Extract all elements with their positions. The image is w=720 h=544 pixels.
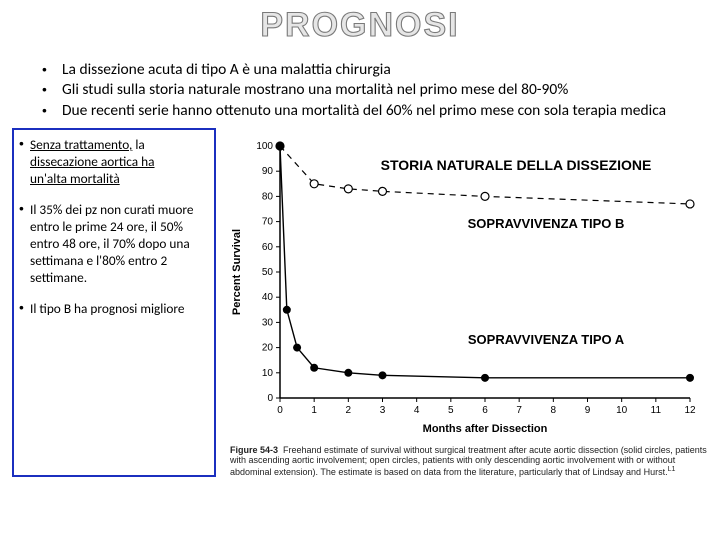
- svg-text:50: 50: [262, 267, 274, 278]
- svg-text:60: 60: [262, 242, 274, 253]
- callout-box: Senza trattamento, la dissecazione aorti…: [12, 128, 216, 477]
- svg-text:100: 100: [256, 141, 273, 152]
- title-outline: PROGNOSI: [260, 6, 459, 44]
- survival-chart: 01020304050607080901000123456789101112Mo…: [226, 128, 706, 438]
- figure-caption: Figure 54-3 Freehand estimate of surviva…: [226, 443, 720, 477]
- fig-label: Figure 54-3: [230, 445, 278, 455]
- svg-text:0: 0: [267, 393, 273, 404]
- title-svg: PROGNOSI PROGNOSI: [230, 4, 490, 44]
- p1-underline-3: un'alta mortalità: [30, 170, 120, 187]
- svg-text:Percent Survival: Percent Survival: [231, 229, 243, 315]
- svg-text:Months after Dissection: Months after Dissection: [423, 423, 548, 435]
- svg-text:6: 6: [482, 405, 488, 416]
- bullet-item: Due recenti serie hanno ottenuto una mor…: [48, 101, 684, 120]
- lower-section: Senza trattamento, la dissecazione aorti…: [0, 128, 720, 477]
- svg-text:10: 10: [262, 368, 274, 379]
- svg-text:30: 30: [262, 318, 274, 329]
- bullet-list: La dissezione acuta di tipo A è una mala…: [0, 60, 720, 120]
- bullet-item: La dissezione acuta di tipo A è una mala…: [48, 60, 684, 79]
- p1-plain: la: [132, 136, 144, 153]
- svg-text:2: 2: [346, 405, 352, 416]
- svg-text:5: 5: [448, 405, 454, 416]
- svg-text:STORIA NATURALE DELLA DISSEZIO: STORIA NATURALE DELLA DISSEZIONE: [381, 157, 652, 173]
- svg-text:SOPRAVVIVENZA TIPO A: SOPRAVVIVENZA TIPO A: [468, 332, 625, 347]
- chart-area: 01020304050607080901000123456789101112Mo…: [226, 128, 720, 477]
- svg-text:70: 70: [262, 217, 274, 228]
- svg-text:40: 40: [262, 292, 274, 303]
- svg-text:80: 80: [262, 192, 274, 203]
- svg-text:10: 10: [616, 405, 628, 416]
- callout-p3: Il tipo B ha prognosi migliore: [20, 300, 208, 317]
- svg-text:20: 20: [262, 343, 274, 354]
- svg-text:8: 8: [551, 405, 557, 416]
- svg-text:1: 1: [311, 405, 317, 416]
- svg-text:0: 0: [277, 405, 283, 416]
- bullet-item: Gli studi sulla storia naturale mostrano…: [48, 80, 684, 99]
- svg-text:4: 4: [414, 405, 420, 416]
- p1-underline-2: dissecazione aortica ha: [30, 153, 155, 170]
- callout-p2: Il 35% dei pz non curati muore entro le …: [20, 201, 208, 286]
- svg-text:12: 12: [684, 405, 696, 416]
- svg-text:11: 11: [651, 405, 662, 416]
- fig-caption-text: Freehand estimate of survival without su…: [230, 445, 707, 477]
- p1-underline-1: Senza trattamento,: [30, 136, 132, 153]
- page-title: PROGNOSI PROGNOSI: [0, 4, 720, 54]
- svg-text:3: 3: [380, 405, 386, 416]
- svg-text:SOPRAVVIVENZA TIPO B: SOPRAVVIVENZA TIPO B: [468, 216, 625, 231]
- svg-text:9: 9: [585, 405, 591, 416]
- svg-text:7: 7: [516, 405, 522, 416]
- svg-text:90: 90: [262, 166, 274, 177]
- callout-p1: Senza trattamento, la dissecazione aorti…: [20, 136, 208, 187]
